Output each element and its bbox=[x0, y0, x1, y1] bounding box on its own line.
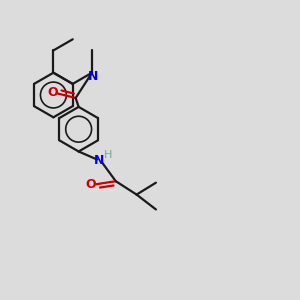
Text: H: H bbox=[103, 150, 112, 160]
Text: O: O bbox=[86, 178, 96, 191]
Text: N: N bbox=[94, 154, 105, 167]
Text: N: N bbox=[88, 70, 98, 83]
Text: O: O bbox=[47, 86, 58, 99]
